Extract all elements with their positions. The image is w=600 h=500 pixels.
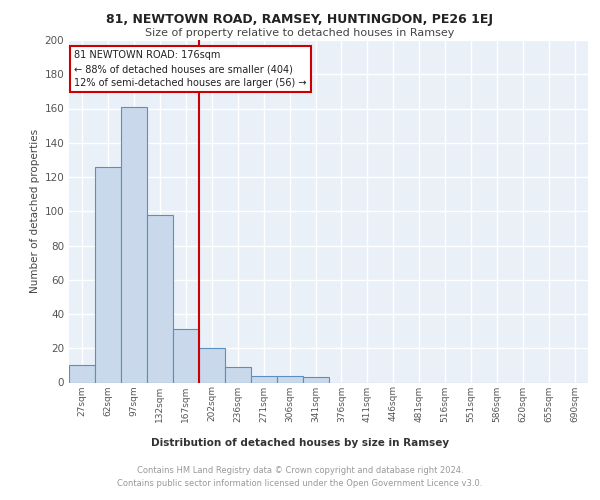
Bar (302, 378, 329, 382)
Bar (69, 366, 95, 382)
Bar (251, 376, 277, 382)
Bar (199, 348, 224, 382)
Bar (147, 214, 173, 382)
Bar (95, 166, 121, 382)
Bar (225, 367, 251, 382)
Text: Size of property relative to detached houses in Ramsey: Size of property relative to detached ho… (145, 28, 455, 38)
Text: Contains HM Land Registry data © Crown copyright and database right 2024.
Contai: Contains HM Land Registry data © Crown c… (118, 466, 482, 487)
Text: 81 NEWTOWN ROAD: 176sqm
← 88% of detached houses are smaller (404)
12% of semi-d: 81 NEWTOWN ROAD: 176sqm ← 88% of detache… (74, 50, 307, 88)
Text: 81, NEWTOWN ROAD, RAMSEY, HUNTINGDON, PE26 1EJ: 81, NEWTOWN ROAD, RAMSEY, HUNTINGDON, PE… (107, 12, 493, 26)
Bar (173, 330, 199, 382)
Text: Distribution of detached houses by size in Ramsey: Distribution of detached houses by size … (151, 438, 449, 448)
Bar (121, 107, 147, 382)
Y-axis label: Number of detached properties: Number of detached properties (30, 129, 40, 294)
Bar (277, 376, 302, 382)
